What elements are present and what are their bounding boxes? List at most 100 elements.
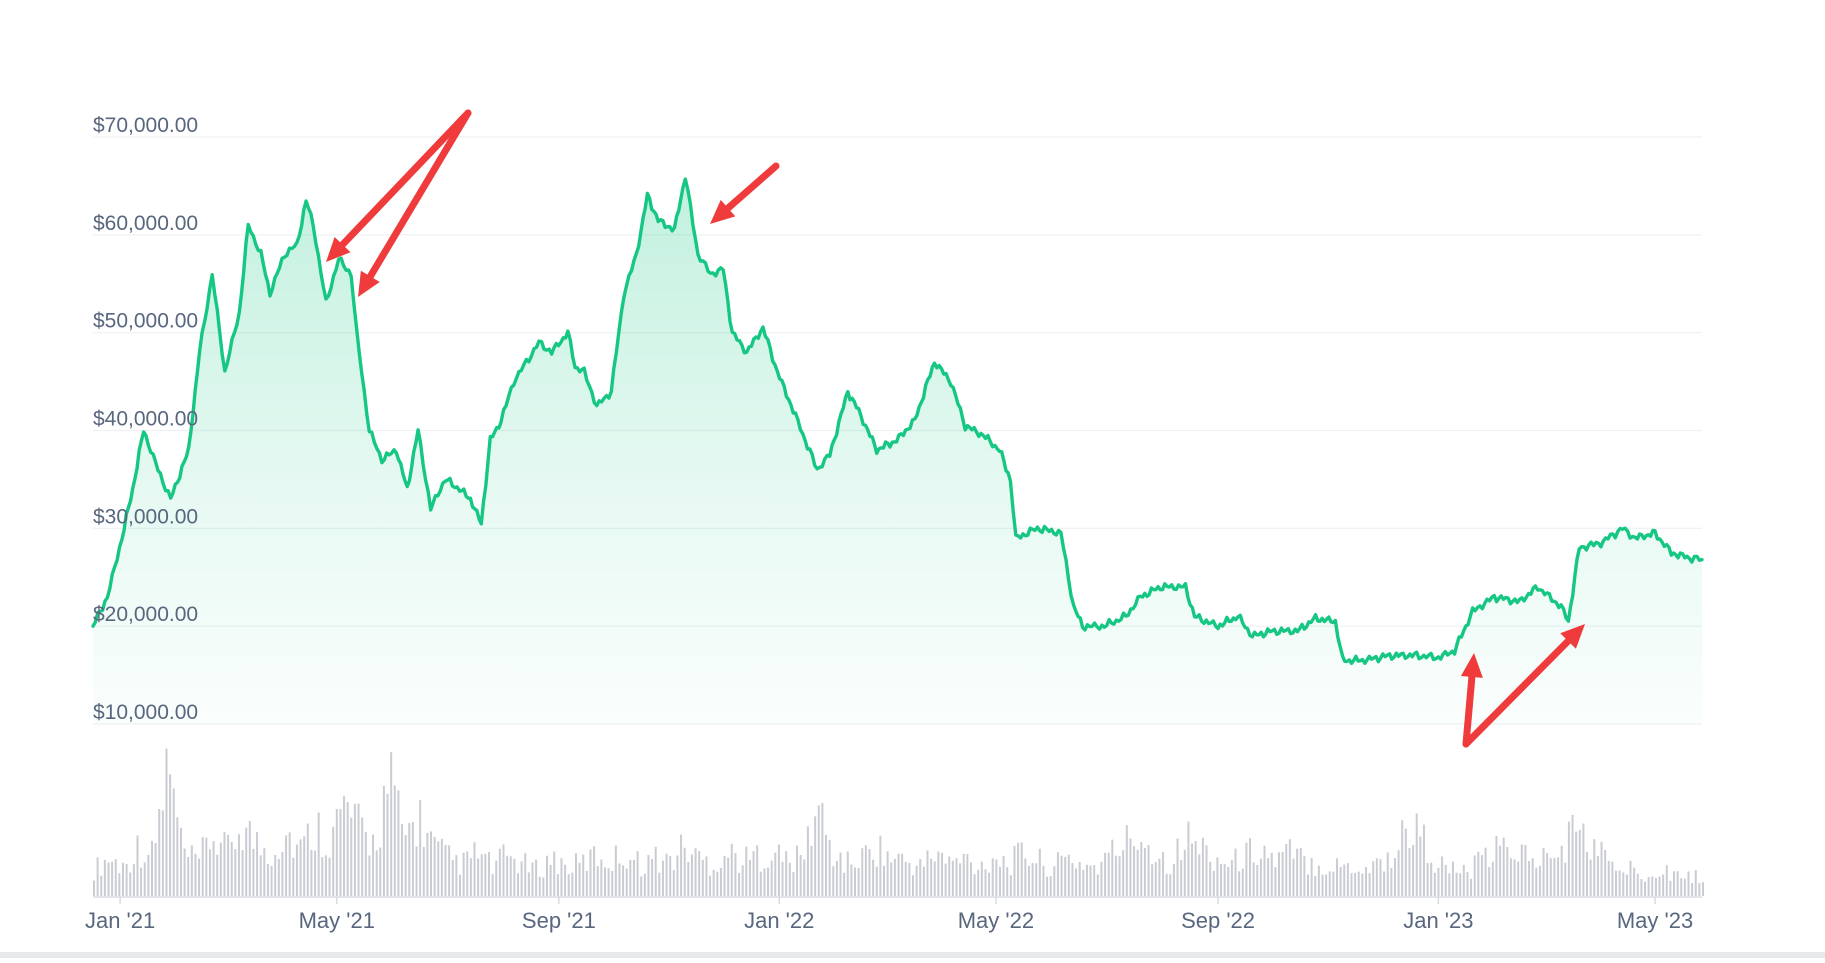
volume-bar — [437, 841, 439, 896]
volume-bar — [789, 863, 791, 896]
volume-bar — [673, 870, 675, 896]
y-tick-label: $10,000.00 — [93, 701, 198, 724]
volume-bar — [1061, 856, 1063, 896]
volume-bar — [419, 800, 421, 896]
volume-bar — [1499, 846, 1501, 896]
volume-bar — [1111, 840, 1113, 896]
volume-bar — [1115, 856, 1117, 896]
volume-bar — [1187, 822, 1189, 896]
volume-bar — [231, 842, 233, 896]
volume-bar — [1593, 839, 1595, 896]
volume-bar — [1282, 852, 1284, 896]
volume-bar — [104, 860, 106, 896]
volume-bar — [539, 877, 541, 896]
volume-bar — [213, 841, 215, 896]
volume-bar — [1651, 877, 1653, 896]
volume-bar — [1216, 858, 1218, 896]
volume-bar — [387, 794, 389, 896]
volume-bar — [1053, 866, 1055, 896]
volume-bar — [854, 868, 856, 896]
volume-bar — [220, 843, 222, 896]
volume-bar — [542, 877, 544, 896]
volume-bar — [666, 854, 668, 896]
volume-bar — [376, 850, 378, 896]
volume-bar — [155, 843, 157, 896]
volume-bar — [571, 873, 573, 896]
volume-bar — [1659, 877, 1661, 896]
y-tick-label: $60,000.00 — [93, 212, 198, 235]
volume-bar — [336, 809, 338, 896]
volume-bar — [655, 847, 657, 896]
volume-bar — [698, 851, 700, 896]
volume-bar — [727, 858, 729, 896]
volume-bar — [1213, 871, 1215, 896]
volume-bar — [1206, 845, 1208, 896]
volume-bar — [1637, 874, 1639, 896]
volume-bar — [680, 835, 682, 896]
volume-bar — [872, 860, 874, 896]
volume-bar — [126, 864, 128, 896]
volume-bar — [1437, 868, 1439, 896]
volume-bar — [1350, 873, 1352, 896]
volume-bar — [984, 869, 986, 896]
volume-bar — [1601, 842, 1603, 896]
volume-bar — [1162, 852, 1164, 896]
volume-bar — [992, 858, 994, 896]
volume-bar — [1448, 873, 1450, 896]
volume-bar — [368, 855, 370, 896]
volume-bar — [1622, 872, 1624, 896]
volume-bar — [1568, 822, 1570, 896]
volume-bar — [209, 849, 211, 896]
x-tick-label: Sep '22 — [1181, 908, 1255, 933]
volume-bar — [517, 873, 519, 896]
volume-bar — [1564, 863, 1566, 896]
volume-bar — [1459, 873, 1461, 896]
volume-bar — [709, 876, 711, 896]
volume-bar — [484, 854, 486, 896]
volume-bar — [796, 846, 798, 896]
volume-bar — [760, 872, 762, 896]
volume-bar — [1180, 860, 1182, 896]
volume-bar — [586, 871, 588, 896]
volume-bar — [1245, 843, 1247, 896]
volume-bar — [477, 858, 479, 896]
volume-bar — [1463, 865, 1465, 896]
volume-bar — [785, 851, 787, 896]
volume-bar — [111, 862, 113, 896]
volume-bar — [553, 852, 555, 896]
volume-bar — [412, 822, 414, 896]
volume-bar — [1024, 858, 1026, 896]
y-tick-label: $30,000.00 — [93, 505, 198, 528]
volume-bar — [147, 855, 149, 896]
volume-bar — [383, 786, 385, 896]
volume-bar — [321, 857, 323, 896]
volume-bar — [716, 872, 718, 896]
volume-bar — [535, 860, 537, 896]
volume-bar — [684, 848, 686, 896]
volume-bar — [1100, 862, 1102, 896]
volume-bar — [405, 835, 407, 896]
volume-bar — [1510, 858, 1512, 896]
volume-bar — [1017, 843, 1019, 896]
volume-bar — [314, 851, 316, 896]
volume-bar — [267, 864, 269, 896]
volume-bar — [423, 847, 425, 896]
volume-bar — [1673, 871, 1675, 896]
volume-bar — [615, 846, 617, 896]
x-tick-label: May '22 — [958, 908, 1034, 933]
volume-bar — [970, 862, 972, 896]
volume-bar — [198, 859, 200, 896]
y-tick-label: $20,000.00 — [93, 603, 198, 626]
volume-bar — [329, 858, 331, 896]
volume-bar — [136, 836, 138, 896]
volume-bar — [1361, 873, 1363, 896]
volume-bar — [782, 862, 784, 896]
volume-bar — [1669, 881, 1671, 896]
volume-bar — [245, 828, 247, 896]
volume-bar — [1260, 859, 1262, 896]
volume-bar — [1561, 846, 1563, 896]
volume-bar — [1408, 848, 1410, 896]
volume-bar — [1630, 861, 1632, 896]
volume-bar — [807, 826, 809, 896]
